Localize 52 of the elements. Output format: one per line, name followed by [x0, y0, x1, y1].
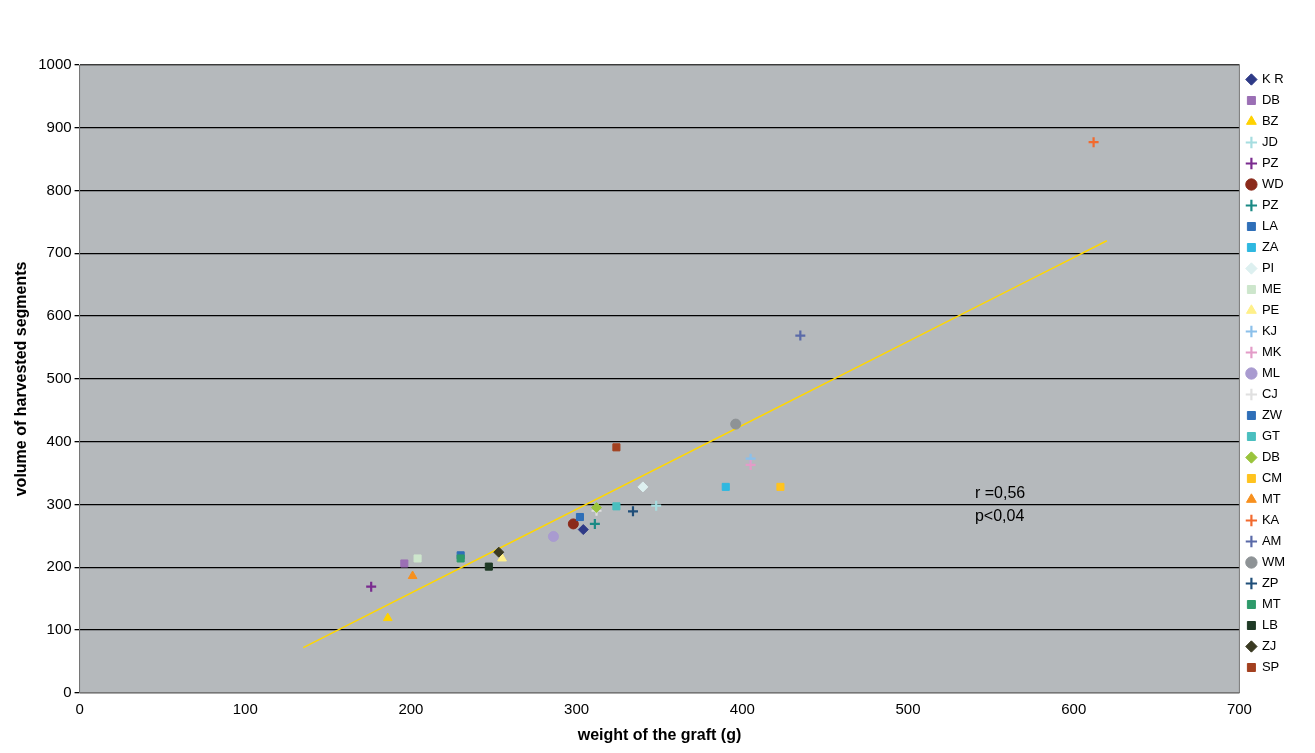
- legend-label: LB: [1261, 617, 1278, 633]
- x-tick-label: 200: [398, 699, 424, 717]
- y-tick-label: 400: [46, 431, 72, 449]
- legend-label: K R: [1261, 71, 1284, 87]
- legend-label: ZW: [1261, 407, 1283, 423]
- legend-label: SP: [1261, 659, 1280, 675]
- y-tick-label: 200: [46, 557, 72, 575]
- legend-label: ZA: [1261, 239, 1279, 255]
- annotation: p<0,04: [974, 506, 1025, 524]
- x-tick-label: 0: [75, 699, 84, 717]
- annotation: r =0,56: [974, 484, 1026, 502]
- legend-label: WM: [1261, 554, 1286, 570]
- legend-label: AM: [1261, 533, 1282, 549]
- legend-label: JD: [1261, 134, 1278, 150]
- legend-label: MT: [1261, 596, 1281, 612]
- legend-label: MT: [1261, 491, 1281, 507]
- y-tick-label: 100: [46, 620, 72, 638]
- legend-label: BZ: [1261, 113, 1279, 129]
- legend-label: PE: [1261, 302, 1280, 318]
- x-tick-label: 700: [1226, 699, 1252, 717]
- y-tick-label: 0: [63, 682, 72, 700]
- legend-label: PI: [1261, 260, 1275, 276]
- legend-label: KJ: [1261, 323, 1278, 339]
- y-tick-label: 300: [46, 494, 72, 512]
- y-tick-label: 500: [46, 369, 72, 387]
- legend-label: KA: [1261, 512, 1280, 528]
- legend-label: ME: [1261, 281, 1282, 297]
- legend-label: GT: [1261, 428, 1281, 444]
- legend-label: DB: [1261, 92, 1280, 108]
- legend-label: CJ: [1261, 386, 1278, 402]
- legend-label: CM: [1261, 470, 1283, 486]
- x-tick-label: 100: [232, 699, 258, 717]
- y-axis-title: volume of harvested segments: [12, 261, 30, 497]
- x-tick-label: 300: [564, 699, 590, 717]
- y-tick-label: 700: [46, 243, 72, 261]
- legend-label: PZ: [1261, 197, 1279, 213]
- legend-label: LA: [1261, 218, 1279, 234]
- y-tick-label: 900: [46, 117, 72, 135]
- legend-label: PZ: [1261, 155, 1279, 171]
- y-tick-label: 800: [46, 180, 72, 198]
- x-axis-title: weight of the graft (g): [576, 725, 742, 743]
- y-tick-label: 1000: [38, 55, 72, 73]
- legend-label: MK: [1261, 344, 1282, 360]
- x-tick-label: 600: [1061, 699, 1087, 717]
- legend-label: ZP: [1261, 575, 1279, 591]
- legend-label: WD: [1261, 176, 1284, 192]
- y-tick-label: 600: [46, 306, 72, 324]
- legend-label: ML: [1261, 365, 1280, 381]
- x-tick-label: 400: [729, 699, 755, 717]
- x-tick-label: 500: [895, 699, 921, 717]
- legend-label: DB: [1261, 449, 1280, 465]
- legend-label: ZJ: [1261, 638, 1277, 654]
